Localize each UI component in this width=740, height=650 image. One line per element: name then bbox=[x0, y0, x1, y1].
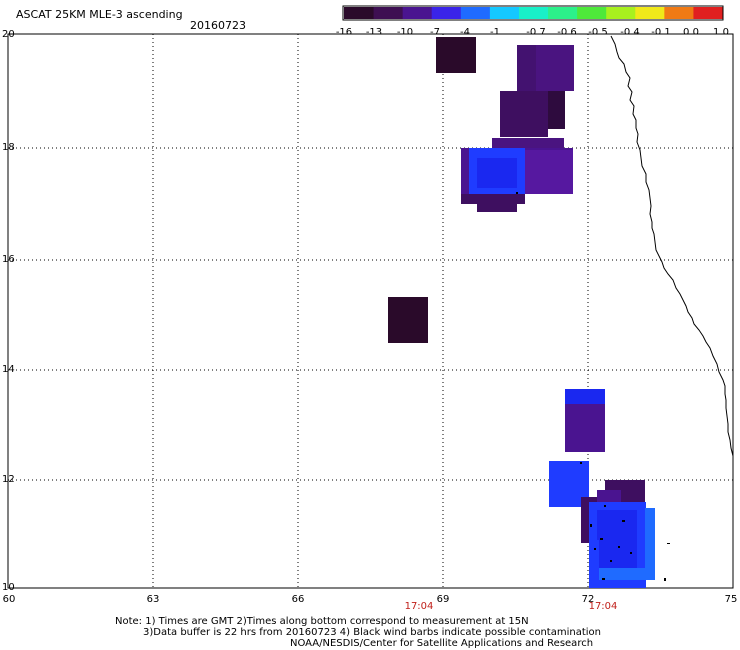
colorbar-segment bbox=[634, 7, 665, 19]
colorbar-segment bbox=[692, 7, 723, 19]
lat-label: 12 bbox=[2, 474, 15, 485]
contamination-barbs bbox=[516, 192, 670, 581]
lon-label: 63 bbox=[146, 594, 160, 605]
colorbar-label: -13 bbox=[365, 27, 383, 38]
footer-note-1: Note: 1) Times are GMT 2)Times along bot… bbox=[115, 616, 529, 627]
colorbar-label: 1.0 bbox=[713, 27, 729, 38]
colorbar-label: -1 bbox=[490, 27, 500, 38]
colorbar-segment bbox=[576, 7, 607, 19]
wind-cell bbox=[597, 568, 653, 580]
colorbar-segment bbox=[402, 7, 432, 19]
wind-cell bbox=[388, 297, 428, 343]
lon-label: 66 bbox=[291, 594, 305, 605]
lat-label: 10 bbox=[2, 582, 15, 593]
lon-label: 69 bbox=[436, 594, 450, 605]
wind-cell bbox=[597, 490, 621, 502]
pass-time-label: 17:04 bbox=[404, 601, 434, 612]
colorbar-segment bbox=[547, 7, 578, 19]
colorbar-segment bbox=[605, 7, 636, 19]
lon-label: 75 bbox=[724, 594, 738, 605]
wind-cell bbox=[436, 37, 476, 73]
colorbar-label: -16 bbox=[335, 27, 353, 38]
graticule bbox=[8, 34, 733, 588]
colorbar-segment bbox=[663, 7, 694, 19]
wind-cell bbox=[500, 91, 548, 137]
wind-cell bbox=[477, 204, 517, 212]
colorbar-segment bbox=[431, 7, 461, 19]
colorbar-segment bbox=[373, 7, 403, 19]
pass-time-label: 17:04 bbox=[588, 601, 618, 612]
wind-cell bbox=[517, 45, 536, 91]
wind-cell bbox=[589, 540, 599, 588]
lat-label: 18 bbox=[2, 142, 15, 153]
wind-swath bbox=[388, 37, 655, 588]
wind-cell bbox=[525, 150, 573, 194]
colorbar bbox=[342, 5, 724, 21]
wind-cell bbox=[477, 158, 517, 188]
colorbar-label: -10 bbox=[396, 27, 414, 38]
lon-label: 72 bbox=[581, 594, 595, 605]
wind-cell bbox=[645, 508, 655, 580]
lon-label: 60 bbox=[2, 594, 16, 605]
colorbar-label: -4 bbox=[460, 27, 470, 38]
colorbar-label: 0.0 bbox=[683, 27, 699, 38]
footer-credit: NOAA/NESDIS/Center for Satellite Applica… bbox=[290, 638, 594, 649]
colorbar-label: -0.1 bbox=[651, 27, 671, 38]
wind-cell bbox=[492, 138, 564, 148]
wind-cell bbox=[565, 389, 605, 404]
lat-label: 20 bbox=[2, 29, 15, 40]
colorbar-segment bbox=[460, 7, 490, 19]
colorbar-segment bbox=[518, 7, 549, 19]
product-title: ASCAT 25KM MLE-3 ascending bbox=[16, 8, 183, 21]
colorbar-label: -0.5 bbox=[588, 27, 608, 38]
wind-cell bbox=[597, 510, 637, 570]
lat-label: 16 bbox=[2, 254, 15, 265]
colorbar-label: -0.6 bbox=[557, 27, 577, 38]
product-date: 20160723 bbox=[190, 19, 246, 32]
wind-cell bbox=[565, 404, 605, 452]
colorbar-label: -7 bbox=[430, 27, 440, 38]
coastline bbox=[610, 35, 734, 457]
colorbar-segment bbox=[344, 7, 374, 19]
footer-note-2: 3)Data buffer is 22 hrs from 20160723 4)… bbox=[143, 627, 601, 638]
wind-cell bbox=[461, 194, 525, 204]
colorbar-label: -0.7 bbox=[526, 27, 546, 38]
lat-label: 14 bbox=[2, 364, 15, 375]
colorbar-label: -0.4 bbox=[620, 27, 640, 38]
wind-cell bbox=[548, 91, 565, 129]
colorbar-segment bbox=[489, 7, 519, 19]
